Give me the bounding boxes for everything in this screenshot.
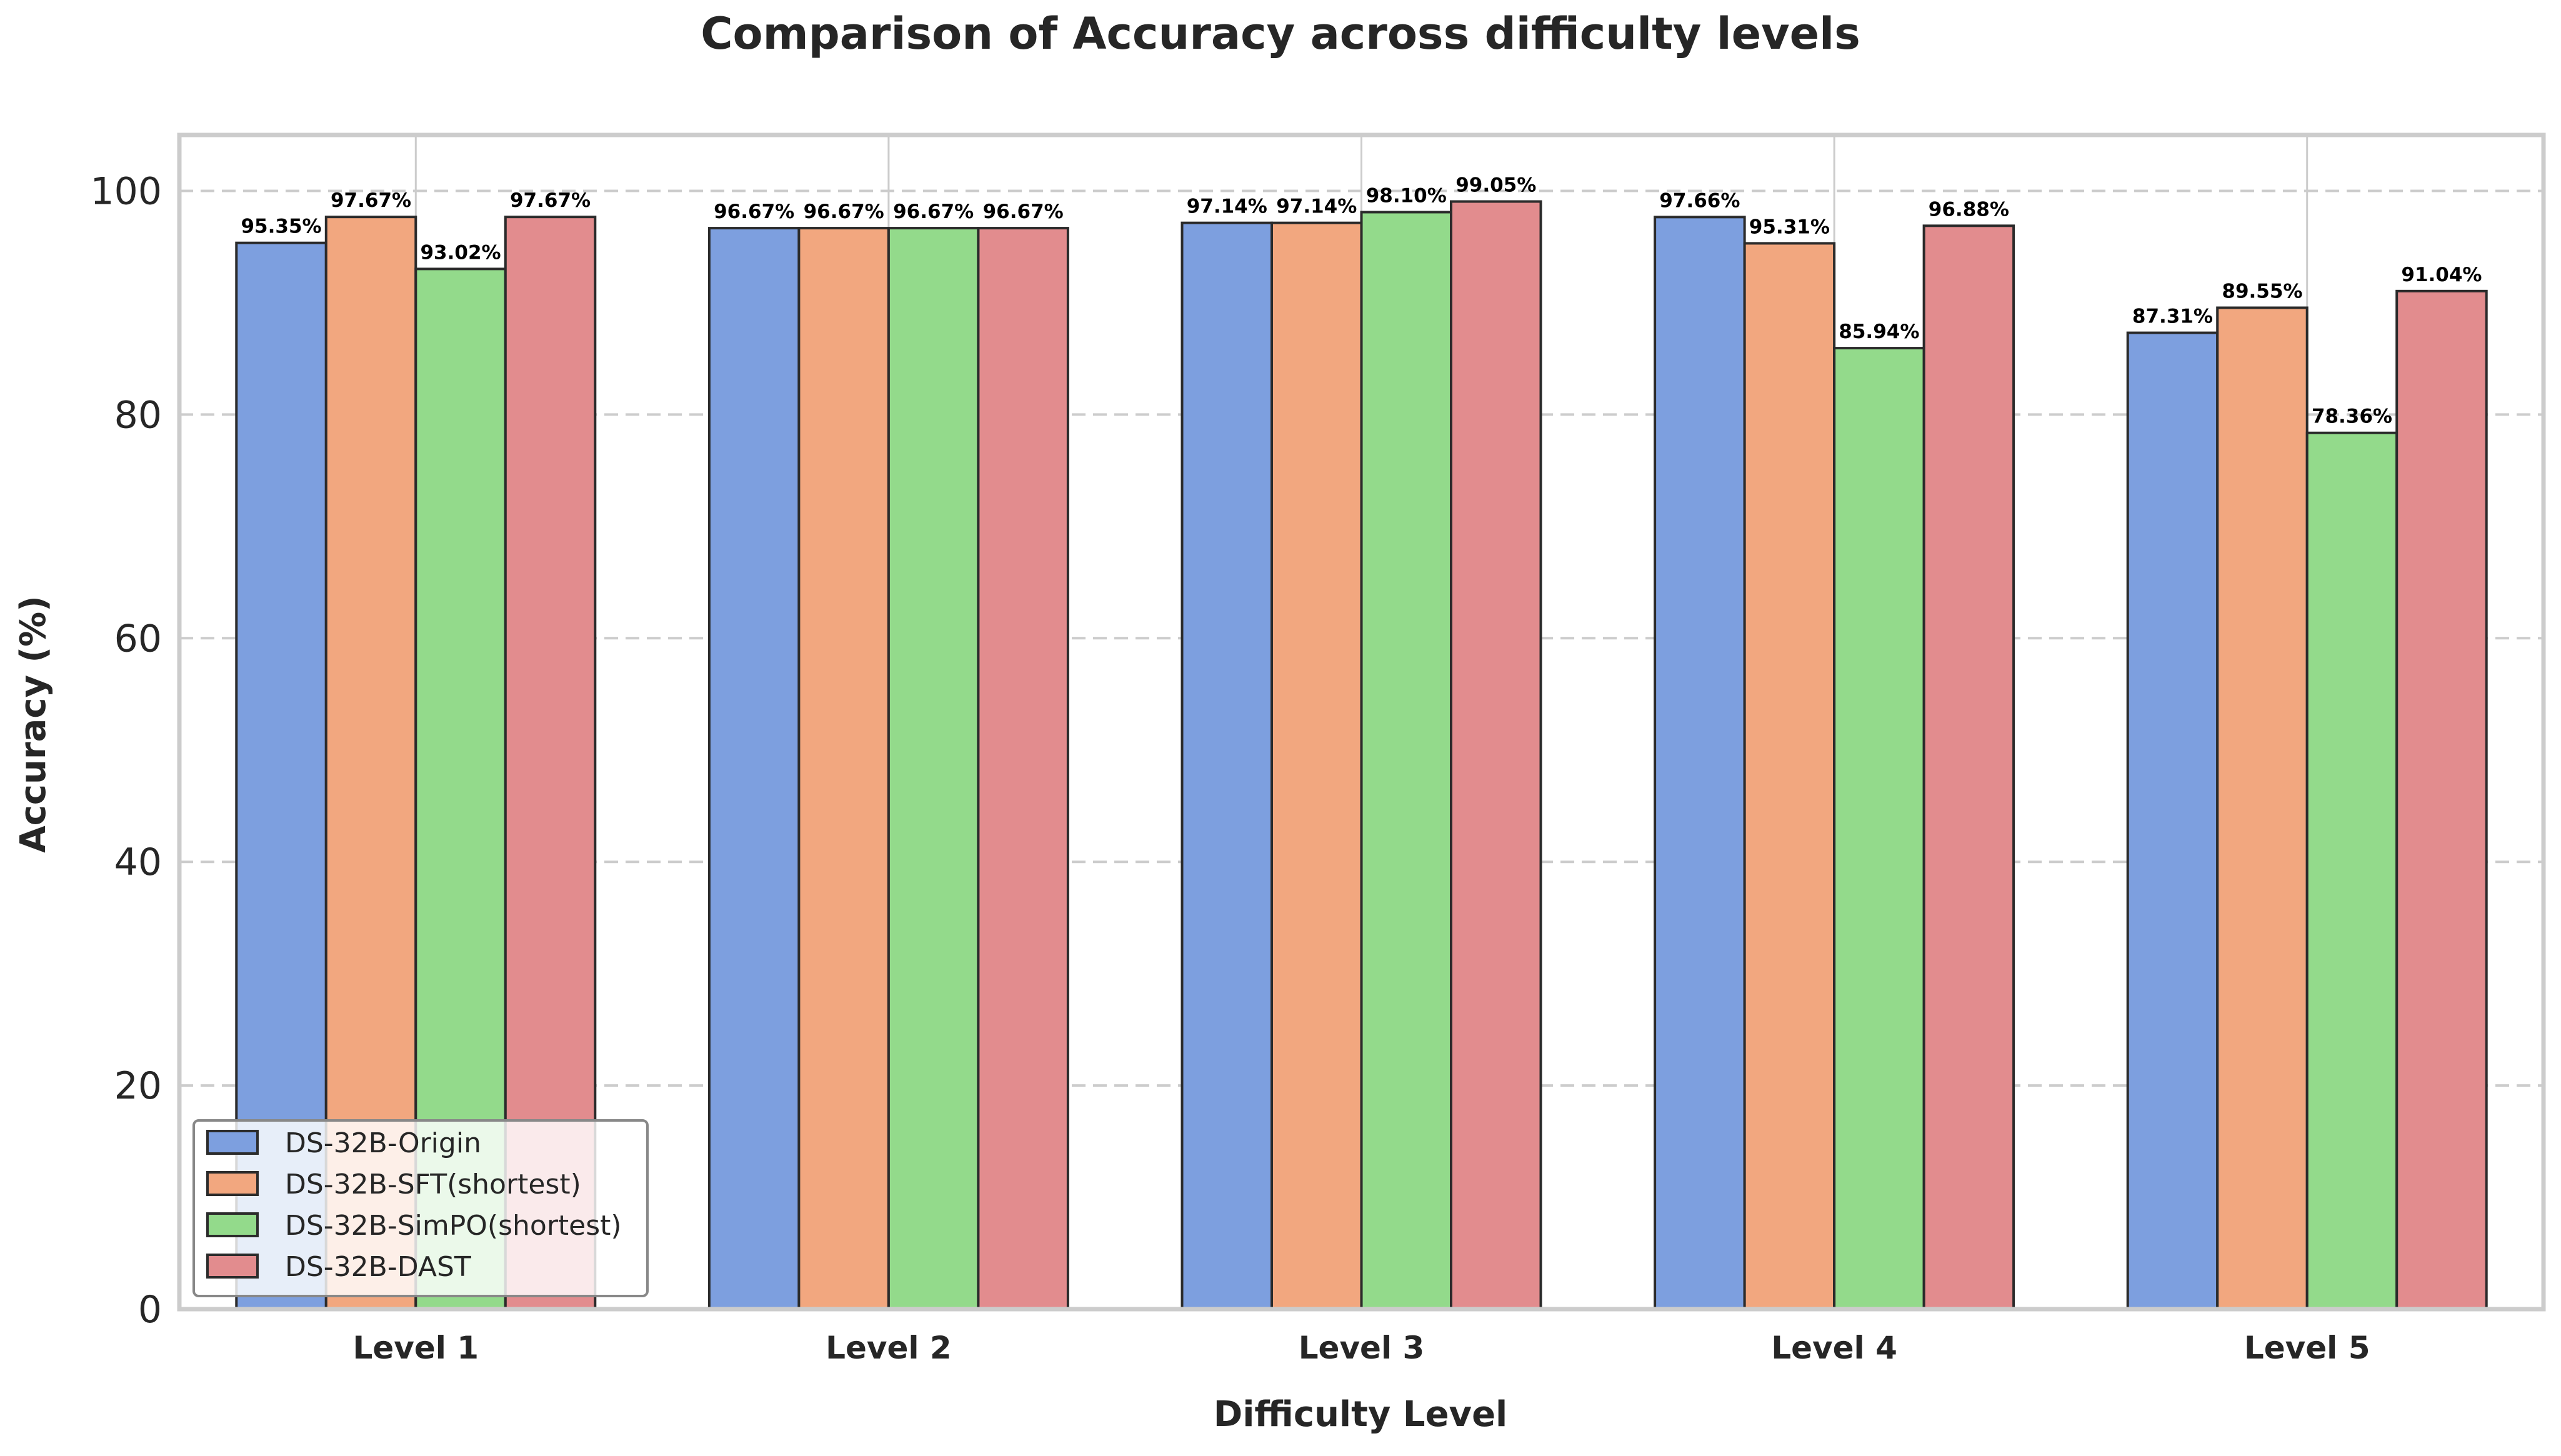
- y-tick-label: 60: [114, 617, 162, 661]
- bar-value-label: 91.04%: [2401, 264, 2482, 286]
- legend-label: DS-32B-SimPO(shortest): [285, 1210, 622, 1242]
- bar: [797, 227, 890, 1310]
- bar-value-label: 78.36%: [2312, 406, 2392, 428]
- legend-box: [192, 1119, 649, 1297]
- bar-value-label: 97.14%: [1276, 196, 1357, 218]
- plot-frame: [177, 132, 2546, 1312]
- y-tick-label: 20: [114, 1064, 162, 1108]
- bar: [1271, 221, 1363, 1310]
- bars: [235, 200, 2488, 1311]
- x-tick-label: Level 2: [826, 1330, 952, 1366]
- bar-value-label: 97.67%: [510, 189, 591, 212]
- bar-value-label: 99.05%: [1455, 174, 1536, 196]
- legend-label: DS-32B-DAST: [285, 1251, 471, 1283]
- bar-value-labels: 95.35% 96.67% 97.14% 97.66% 87.31% 97.67% 96.6…: [241, 174, 2482, 427]
- bar: [1654, 216, 1746, 1310]
- bar-value-label: 96.67%: [804, 201, 884, 223]
- bar: [1181, 221, 1273, 1310]
- x-tick-label: Level 5: [2244, 1330, 2370, 1366]
- bar: [1360, 211, 1452, 1310]
- bar: [1450, 200, 1542, 1310]
- legend-swatch: [206, 1130, 259, 1155]
- x-tick-label: Level 3: [1299, 1330, 1425, 1366]
- legend: DS-32B-Origin DS-32B-SFT(shortest) DS-32B-…: [192, 1119, 649, 1297]
- y-tick-label: 100: [90, 169, 162, 213]
- x-tick-label: Level 4: [1771, 1330, 1897, 1366]
- bar-value-label: 87.31%: [2132, 306, 2213, 328]
- bar: [2216, 306, 2309, 1310]
- legend-label: DS-32B-SFT(shortest): [285, 1169, 581, 1200]
- bar: [2126, 331, 2219, 1310]
- bar-value-label: 97.14%: [1187, 196, 1267, 218]
- bar-value-label: 96.67%: [893, 201, 974, 223]
- bar: [1922, 224, 2015, 1310]
- x-tick-label: Level 1: [352, 1330, 479, 1366]
- bar: [1743, 242, 1836, 1310]
- bar-value-label: 93.02%: [420, 241, 501, 264]
- chart-title: Comparison of Accuracy across difficulty…: [701, 8, 1860, 59]
- bar-value-label: 97.67%: [331, 189, 411, 212]
- bar-value-label: 95.35%: [241, 216, 321, 238]
- bar: [2395, 289, 2488, 1311]
- legend-swatch: [206, 1212, 259, 1237]
- y-tick-label: 80: [114, 393, 162, 437]
- bar-value-label: 96.88%: [1929, 198, 2009, 221]
- bar: [977, 227, 1069, 1310]
- bar-value-label: 95.31%: [1749, 216, 1830, 238]
- y-tick-label: 0: [138, 1288, 162, 1332]
- bar: [707, 227, 801, 1310]
- axes: 0 20 40 60 80 100 Level 1 Level 2 Level 3 Level 4…: [90, 132, 2546, 1366]
- legend-label: DS-32B-Origin: [285, 1127, 481, 1159]
- y-tick-label: 40: [114, 840, 162, 884]
- bar-value-label: 85.94%: [1839, 321, 1919, 343]
- bar-value-label: 96.67%: [714, 201, 794, 223]
- legend-swatch: [206, 1171, 259, 1196]
- bar-value-label: 96.67%: [983, 201, 1064, 223]
- bar: [1833, 347, 1925, 1310]
- bar-value-label: 97.66%: [1659, 189, 1740, 212]
- bar-value-label: 98.10%: [1366, 184, 1447, 207]
- x-axis-label: Difficulty Level: [1214, 1394, 1508, 1435]
- y-axis-label: Accuracy (%): [13, 596, 54, 853]
- bar: [887, 227, 980, 1310]
- bar-value-label: 89.55%: [2222, 280, 2302, 302]
- bar: [2305, 431, 2399, 1310]
- legend-swatch: [206, 1254, 259, 1279]
